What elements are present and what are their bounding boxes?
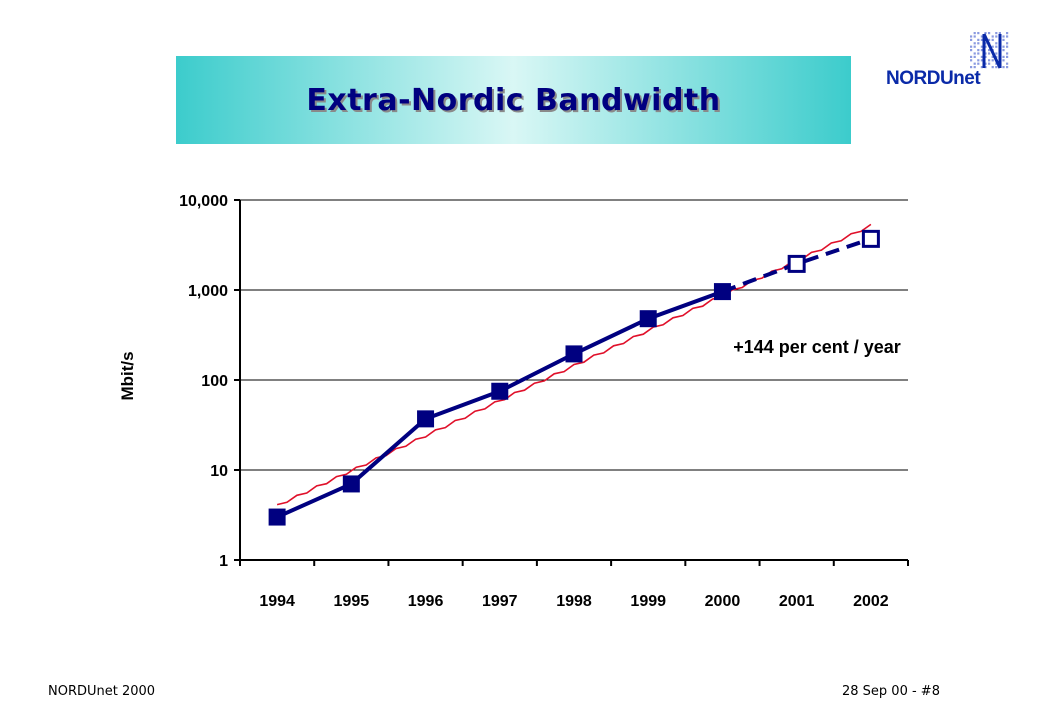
x-tick-label: 1998	[556, 593, 592, 610]
nordunet-logo: NORDUnet	[884, 28, 1014, 98]
logo-text: NORDUnet	[886, 68, 981, 89]
data-point-marker	[268, 508, 286, 526]
x-tick-label: 1994	[259, 593, 295, 610]
axes	[234, 199, 909, 566]
trend-line-layer	[276, 223, 872, 506]
y-tick-label: 10	[210, 463, 228, 480]
data-point-marker	[342, 475, 360, 493]
x-tick-label: 1995	[334, 593, 370, 610]
series-layer	[276, 236, 872, 519]
slide-title: Extra-Nordic Bandwidth	[306, 82, 721, 118]
data-point-marker	[565, 345, 583, 363]
y-tick-label: 10,000	[179, 193, 228, 210]
data-point-marker	[639, 310, 657, 328]
title-banner: Extra-Nordic Bandwidth	[176, 56, 851, 144]
x-tick-label: 1997	[482, 593, 518, 610]
y-tick-label: 1,000	[188, 283, 228, 300]
data-point-marker	[491, 382, 509, 400]
trend-line	[276, 223, 872, 506]
x-tick-label: 2000	[705, 593, 741, 610]
grid-lines	[240, 199, 908, 471]
y-tick-label: 100	[201, 373, 228, 390]
x-tick-label: 2001	[779, 593, 815, 610]
forecast-point-marker	[861, 229, 880, 248]
x-tick-label: 1999	[630, 593, 666, 610]
data-point-marker	[713, 283, 731, 301]
footer-left: NORDUnet 2000	[48, 684, 156, 699]
footer-right: 28 Sep 00 - #8	[842, 684, 940, 699]
y-tick-label: 1	[219, 553, 228, 570]
tick-labels: 1 10 100 1,000 10,000 1994 1995 1996 1997 1998 199…	[179, 193, 889, 610]
x-tick-label: 1996	[408, 593, 444, 610]
logo-grid-icon	[970, 32, 1009, 69]
y-axis-label: Mbit/s	[118, 351, 137, 400]
data-point-marker	[417, 410, 435, 428]
forecast-point-marker	[787, 254, 806, 273]
x-tick-label: 2002	[853, 593, 889, 610]
growth-annotation: +144 per cent / year	[733, 337, 901, 357]
marker-layer	[268, 229, 880, 526]
